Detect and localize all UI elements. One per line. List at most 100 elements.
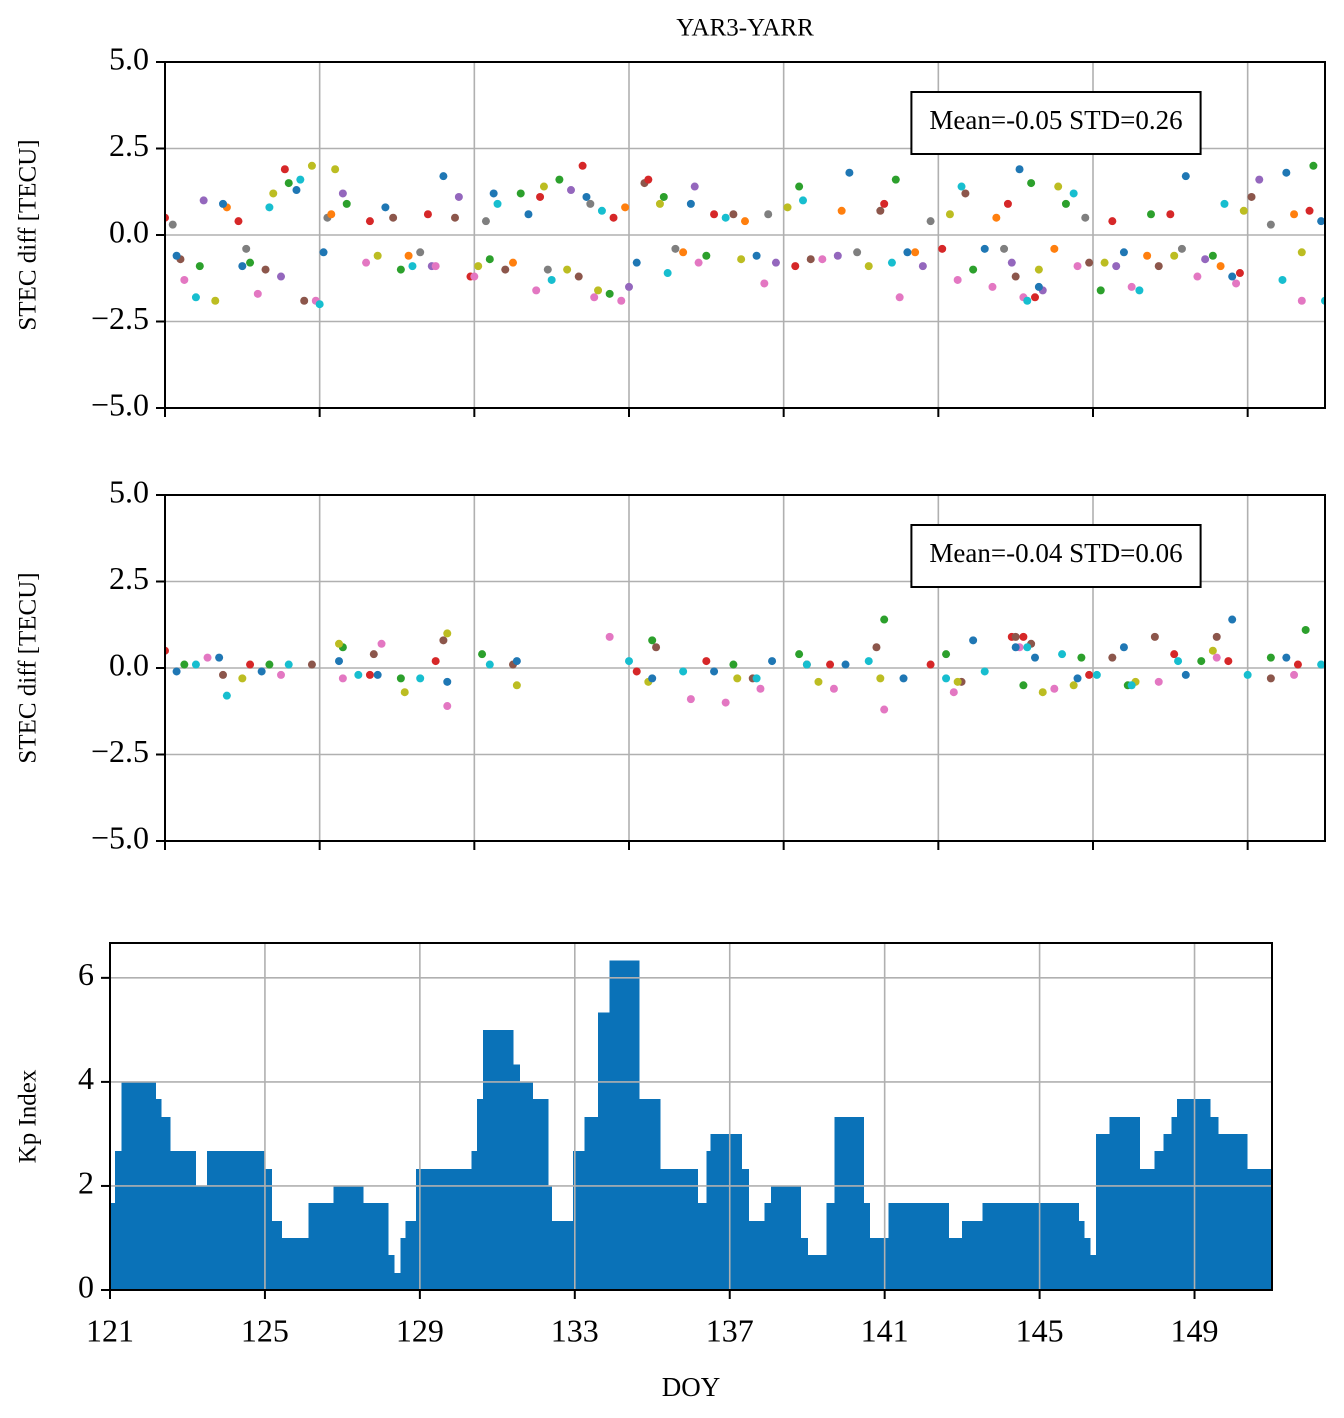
point bbox=[1216, 262, 1225, 271]
point bbox=[257, 667, 266, 676]
y-tick-label: 0 bbox=[78, 1268, 94, 1304]
x-tick-label: 149 bbox=[1171, 1312, 1219, 1348]
point bbox=[659, 192, 668, 201]
bar bbox=[982, 1203, 1048, 1290]
point bbox=[1015, 165, 1024, 174]
point bbox=[416, 674, 425, 683]
y-tick-label: −2.5 bbox=[91, 300, 149, 336]
point bbox=[543, 265, 552, 274]
point bbox=[1054, 182, 1063, 191]
bar bbox=[1246, 1168, 1272, 1290]
point bbox=[795, 182, 804, 191]
point bbox=[365, 217, 374, 226]
point bbox=[335, 639, 343, 648]
point bbox=[373, 670, 382, 679]
point bbox=[980, 667, 989, 676]
point bbox=[493, 199, 502, 208]
bar bbox=[483, 1029, 514, 1290]
point bbox=[431, 262, 440, 271]
plot-frame bbox=[109, 942, 1273, 1291]
plot-area bbox=[165, 62, 1325, 408]
point bbox=[431, 657, 440, 666]
annotation: Mean=-0.05 STD=0.26 bbox=[929, 105, 1182, 135]
point bbox=[222, 691, 231, 700]
bar bbox=[161, 1116, 171, 1290]
point bbox=[203, 653, 212, 662]
point bbox=[1228, 272, 1237, 281]
y-tick-label: 5.0 bbox=[109, 473, 149, 509]
y-tick-label: 2 bbox=[78, 1164, 94, 1200]
point bbox=[605, 289, 614, 298]
bar bbox=[110, 1203, 116, 1290]
point bbox=[895, 293, 904, 302]
bar bbox=[1217, 1133, 1248, 1290]
point bbox=[300, 296, 309, 305]
bar bbox=[155, 1099, 162, 1290]
bar bbox=[362, 1203, 389, 1290]
bar bbox=[598, 1012, 611, 1290]
point bbox=[594, 286, 603, 295]
point bbox=[760, 279, 769, 288]
bar bbox=[547, 1185, 553, 1290]
bar bbox=[962, 1220, 984, 1290]
point bbox=[702, 251, 711, 260]
bar bbox=[638, 1099, 661, 1290]
annotation: Mean=-0.04 STD=0.06 bbox=[929, 538, 1182, 568]
bar bbox=[387, 1255, 395, 1290]
bar bbox=[748, 1220, 766, 1290]
point bbox=[942, 674, 951, 683]
point bbox=[1197, 657, 1206, 666]
point bbox=[338, 189, 347, 198]
point bbox=[1112, 262, 1121, 271]
point bbox=[926, 217, 935, 226]
point bbox=[586, 199, 595, 208]
point bbox=[926, 660, 935, 669]
point bbox=[1000, 244, 1009, 253]
point bbox=[721, 213, 730, 222]
x-tick-label: 145 bbox=[1016, 1312, 1064, 1348]
point bbox=[1293, 660, 1302, 669]
point bbox=[1266, 653, 1275, 662]
point bbox=[168, 220, 177, 229]
point bbox=[1096, 286, 1105, 295]
point bbox=[880, 615, 889, 624]
point bbox=[872, 643, 881, 652]
point bbox=[737, 255, 746, 264]
point bbox=[621, 203, 630, 212]
point bbox=[246, 258, 255, 267]
point bbox=[864, 262, 873, 271]
point bbox=[795, 650, 804, 659]
bar bbox=[660, 1168, 699, 1290]
point bbox=[953, 677, 962, 686]
point bbox=[1208, 251, 1217, 260]
point bbox=[199, 196, 208, 205]
point bbox=[729, 660, 738, 669]
bar bbox=[1210, 1116, 1219, 1290]
y-tick-label: 6 bbox=[78, 956, 94, 992]
point bbox=[1019, 681, 1028, 690]
point bbox=[191, 293, 200, 302]
point bbox=[903, 248, 912, 257]
point bbox=[215, 653, 224, 662]
point bbox=[1297, 248, 1306, 257]
point bbox=[880, 199, 889, 208]
chart-title: YAR3-YARR bbox=[676, 15, 814, 42]
point bbox=[1127, 282, 1136, 291]
bar bbox=[834, 1116, 864, 1290]
point bbox=[961, 189, 970, 198]
point bbox=[265, 660, 274, 669]
point bbox=[992, 213, 1001, 222]
point bbox=[1278, 275, 1287, 284]
point bbox=[949, 688, 958, 697]
point bbox=[945, 210, 954, 219]
point bbox=[729, 210, 738, 219]
point bbox=[1290, 670, 1299, 679]
point bbox=[802, 660, 811, 669]
annotation-box bbox=[910, 91, 1202, 155]
point bbox=[536, 192, 545, 201]
point bbox=[686, 199, 695, 208]
point bbox=[605, 632, 614, 641]
point bbox=[663, 269, 672, 278]
point bbox=[1166, 210, 1175, 219]
point bbox=[574, 272, 583, 281]
